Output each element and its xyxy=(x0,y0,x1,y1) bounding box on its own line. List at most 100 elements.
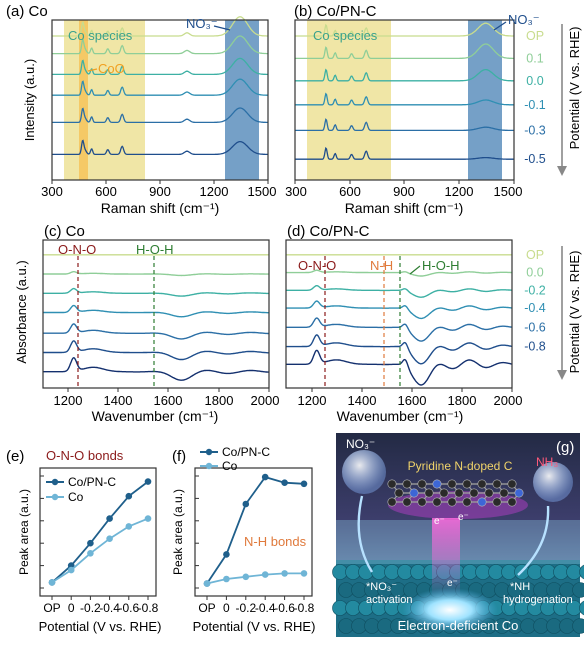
tick-label: 1500 xyxy=(494,184,523,199)
carbon-atom xyxy=(394,488,404,498)
tick-label: 300 xyxy=(285,184,307,199)
spectrum-line xyxy=(43,323,270,340)
carbon-atom xyxy=(424,488,434,498)
potential-label: 0.0 xyxy=(526,74,543,88)
tick-label: 300 xyxy=(41,184,63,199)
potential-labels-d: OP 0.0 -0.2 -0.4 -0.6 -0.8 xyxy=(524,248,546,354)
spectrum-line xyxy=(295,43,514,60)
annotation-coo: CoO xyxy=(98,61,125,76)
legend-e: Co/PN-C Co xyxy=(46,475,116,504)
data-point xyxy=(87,539,94,547)
annotation-ono: O-N-O xyxy=(298,258,336,273)
co-species-band xyxy=(307,20,391,180)
spectrum-line xyxy=(286,269,512,277)
data-point xyxy=(223,551,230,558)
carbon-atom xyxy=(447,479,457,489)
scheme-nitrate: NO₃⁻ xyxy=(346,437,375,451)
tick-label: 1200 xyxy=(54,393,83,408)
axes-frame-c xyxy=(42,239,270,389)
data-point xyxy=(87,550,94,557)
tick-label: 0 xyxy=(223,601,230,615)
carbon-atom xyxy=(469,488,479,498)
panel-label-a: (a) Co xyxy=(6,3,48,20)
potential-label: OP xyxy=(526,248,544,262)
x-axis-label-c: Wavenumber (cm⁻¹) xyxy=(92,408,219,424)
potential-label: -0.2 xyxy=(524,283,546,297)
potential-label: OP xyxy=(526,29,544,43)
x-axis-label-d: Wavenumber (cm⁻¹) xyxy=(337,408,464,424)
x-ticks-f: OP 0 -0.2-0.4-0.6-0.8 xyxy=(198,596,315,615)
potential-label: -0.3 xyxy=(524,123,546,137)
tick-label: 600 xyxy=(339,184,361,199)
co-species-band xyxy=(64,20,145,180)
data-point xyxy=(300,480,308,488)
data-point xyxy=(223,575,230,583)
tick-label: 1200 xyxy=(298,393,327,408)
x-axis-label-b: Raman shift (cm⁻¹) xyxy=(345,200,464,216)
tick-label: 2000 xyxy=(494,393,523,408)
legend-entry: Co xyxy=(222,459,238,473)
tick-label: 1500 xyxy=(248,184,277,199)
potential-label: 0.1 xyxy=(526,51,543,65)
x-axis-label-a: Raman shift (cm⁻¹) xyxy=(101,200,220,216)
data-point xyxy=(67,566,75,574)
tick-label: -0.2 xyxy=(80,601,101,615)
annotation-nitrate: NO₃⁻ xyxy=(508,12,540,27)
scheme-step1-species: *NO₃⁻ xyxy=(366,581,397,593)
annotation-hoh: H-O-H xyxy=(422,258,460,273)
annotation-ono: O-N-O xyxy=(58,242,96,257)
ammonia-bubble xyxy=(533,462,573,502)
spectrum-line xyxy=(43,357,270,381)
potential-label: -0.5 xyxy=(524,152,546,166)
tick-label: 900 xyxy=(149,184,171,199)
series-line xyxy=(51,480,149,584)
spectrum-line xyxy=(52,16,268,37)
tick-label: 1800 xyxy=(448,393,477,408)
data-point xyxy=(125,523,133,530)
spectrum-line xyxy=(295,22,514,37)
potential-label: 0.0 xyxy=(526,266,543,280)
series-line xyxy=(51,517,149,584)
x-axis-label-e: Potential (V vs. RHE) xyxy=(39,619,162,634)
carbon-atom xyxy=(492,479,502,489)
panel-d: 1200 1400 1600 1800 2000 (d) Co/PN-C O-N… xyxy=(285,223,582,424)
legend-entry: Co xyxy=(68,490,84,504)
panel-c: 1200 1400 1600 1800 2000 (c) Co O-N-O H-… xyxy=(14,223,279,424)
carbon-atom xyxy=(387,479,397,489)
carbon-atom xyxy=(432,497,442,507)
data-point xyxy=(261,473,269,481)
co-atom xyxy=(579,600,584,616)
coo-band xyxy=(79,20,88,180)
tick-label: 0 xyxy=(68,601,75,615)
tick-label: -0.4 xyxy=(99,601,120,615)
spectrum-line xyxy=(43,271,269,277)
co-atom xyxy=(579,564,584,580)
potential-arrowhead-b xyxy=(557,166,567,176)
scheme-electron: e⁻ xyxy=(447,578,458,589)
nitrate-path-arrow xyxy=(357,495,374,573)
spectrum-line xyxy=(286,300,513,320)
data-point xyxy=(106,515,113,522)
spectrum-line xyxy=(52,107,268,124)
spectrum-line xyxy=(52,139,268,156)
y-axis-label-c: Absorbance (a.u.) xyxy=(14,260,29,363)
scheme-substrate: Electron-deficient Co xyxy=(398,618,519,633)
tick-label: -0.4 xyxy=(255,601,276,615)
axes-frame-e xyxy=(39,467,157,597)
tick-label: 1200 xyxy=(200,184,229,199)
panel-label-f: (f) xyxy=(172,448,186,465)
spectrum-line xyxy=(43,340,270,361)
spectrum-line xyxy=(295,68,514,82)
potential-label: -0.6 xyxy=(524,320,546,334)
nitrate-band xyxy=(225,20,259,180)
tick-label: 2000 xyxy=(251,393,280,408)
y-axis-label-a: Intensity (a.u.) xyxy=(22,59,37,141)
panel-label-c: (c) Co xyxy=(44,223,85,240)
tick-label: 1200 xyxy=(445,184,474,199)
carbon-atom xyxy=(447,497,457,507)
chart-title-e: O-N-O bonds xyxy=(46,448,124,463)
potential-label: -0.1 xyxy=(524,98,546,112)
spectrum-line xyxy=(286,317,513,342)
spectrum-line xyxy=(286,349,513,386)
